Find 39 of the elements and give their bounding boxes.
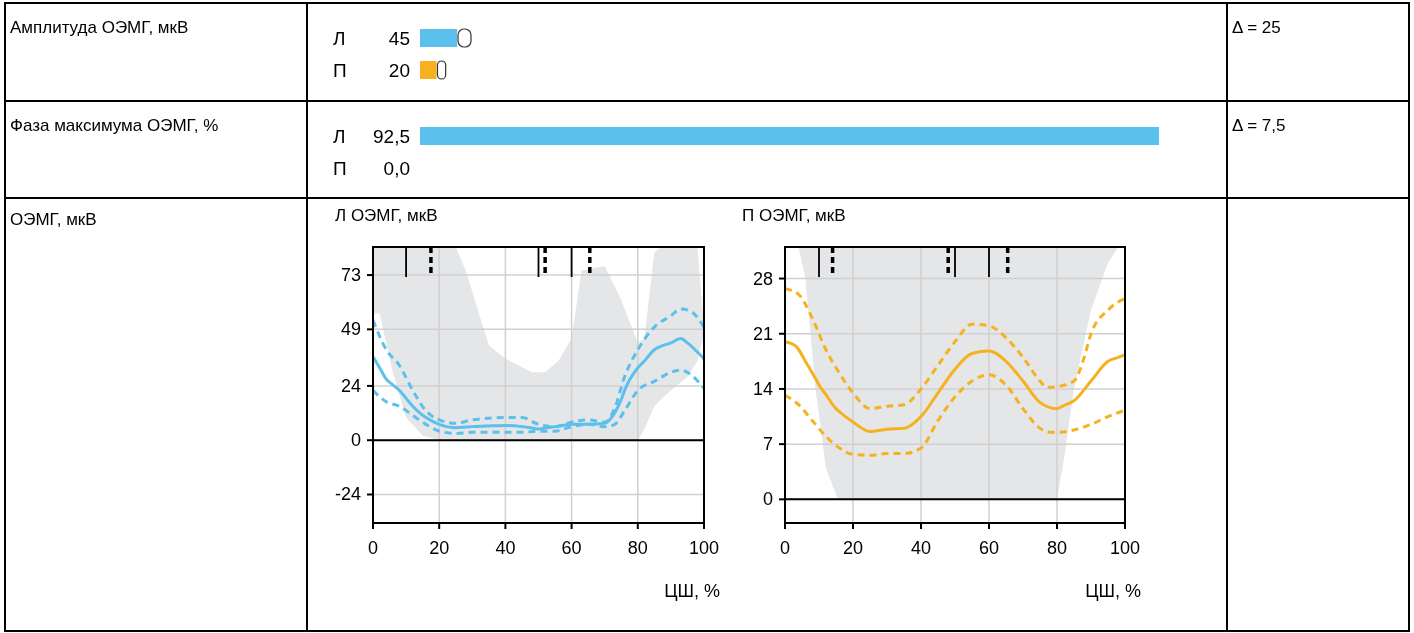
text: Δ = 7,5 <box>1232 116 1286 135</box>
x-axis-title: ЦШ, % <box>1085 581 1141 601</box>
x-tick-label: 80 <box>627 538 648 558</box>
chart-title: П ОЭМГ, мкВ <box>742 206 846 225</box>
chart-title: Л ОЭМГ, мкВ <box>335 206 438 225</box>
x-tick-label: 60 <box>561 538 582 558</box>
x-tick-label: 80 <box>1046 538 1068 558</box>
x-tick-label: 20 <box>429 538 450 558</box>
y-axis-title: Амплитуда ОЭМГ, мкВ <box>10 18 189 37</box>
text: ОЭМГ, мкВ <box>10 210 97 229</box>
y-tick-label: 24 <box>340 375 361 396</box>
x-tick-label: 0 <box>779 538 791 558</box>
x-tick-label: 0 <box>367 538 379 558</box>
y-tick-label: Л <box>333 28 346 49</box>
y-tick-label: 28 <box>752 268 773 289</box>
text: Δ = 25 <box>1232 18 1281 37</box>
y-tick-label: П <box>333 60 347 81</box>
y-axis-title: Фаза максимума ОЭМГ, % <box>10 116 219 135</box>
x-tick-label: 40 <box>495 538 516 558</box>
x-tick-label: 100 <box>688 538 720 558</box>
y-tick-label: 0 <box>350 430 361 451</box>
x-tick-label: 40 <box>910 538 932 558</box>
y-tick-label: -24 <box>334 484 361 505</box>
data-label: 92,5 <box>373 126 410 147</box>
x-axis-title: ЦШ, % <box>664 581 720 601</box>
y-tick-label: 21 <box>752 323 773 344</box>
y-tick-label: 0 <box>762 489 773 510</box>
data-label: 20 <box>388 60 410 81</box>
data-label: 45 <box>388 28 410 49</box>
x-tick-label: 60 <box>978 538 1000 558</box>
y-tick-label: Л <box>333 126 346 147</box>
y-tick-label: 7 <box>762 434 773 455</box>
y-tick-label: П <box>333 158 347 179</box>
y-tick-label: 49 <box>340 319 361 340</box>
y-tick-label: 73 <box>340 265 361 286</box>
y-tick-label: 14 <box>752 378 773 399</box>
x-tick-label: 20 <box>842 538 864 558</box>
data-label: 0,0 <box>383 158 410 179</box>
x-tick-label: 100 <box>1109 538 1141 558</box>
